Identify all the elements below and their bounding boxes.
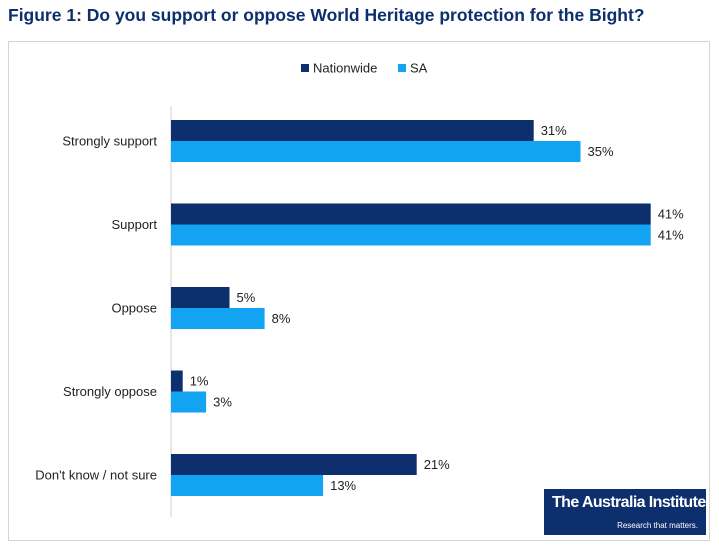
- bar-nationwide: [171, 454, 417, 475]
- bar-nationwide: [171, 287, 230, 308]
- data-label: 5%: [237, 290, 256, 305]
- bar-sa: [171, 391, 207, 413]
- chart-title: Figure 1: Do you support or oppose World…: [8, 5, 645, 25]
- legend-item-nationwide: Nationwide: [301, 61, 377, 76]
- data-label: 41%: [658, 207, 684, 222]
- category-label: Support: [111, 217, 157, 232]
- bar-sa: [171, 141, 581, 162]
- legend-item-sa: SA: [398, 61, 428, 76]
- category-label: Oppose: [111, 301, 157, 316]
- australia-institute-logo: The Australia Institute Research that ma…: [544, 489, 706, 535]
- category-label: Strongly support: [62, 134, 157, 149]
- data-label: 13%: [330, 478, 356, 493]
- legend: Nationwide SA: [301, 61, 428, 76]
- data-label: 31%: [541, 123, 567, 138]
- bar-sa: [171, 224, 651, 246]
- bar-nationwide: [171, 370, 183, 392]
- category-label: Strongly oppose: [63, 384, 157, 399]
- category-label: Don't know / not sure: [35, 468, 157, 483]
- bars: [171, 120, 651, 496]
- legend-swatch: [398, 64, 406, 72]
- legend-label: SA: [410, 61, 428, 76]
- logo-name: The Australia Institute: [552, 494, 706, 511]
- data-label: 3%: [213, 395, 232, 410]
- bar-sa: [171, 475, 324, 496]
- data-labels: 31% 35% 41% 41% 5% 8% 1% 3% 21% 13%: [190, 123, 684, 493]
- legend-label: Nationwide: [313, 61, 377, 76]
- bar-nationwide: [171, 120, 534, 141]
- data-label: 21%: [424, 457, 450, 472]
- bar-sa: [171, 308, 265, 329]
- data-label: 8%: [272, 311, 291, 326]
- chart-frame: [8, 41, 710, 541]
- data-label: 1%: [190, 374, 209, 389]
- category-labels: Strongly support Support Oppose Strongly op…: [35, 134, 157, 483]
- bar-nationwide: [171, 203, 651, 225]
- data-label: 35%: [588, 144, 614, 159]
- logo-tagline: Research that matters.: [617, 521, 698, 530]
- legend-swatch: [301, 64, 309, 72]
- data-label: 41%: [658, 228, 684, 243]
